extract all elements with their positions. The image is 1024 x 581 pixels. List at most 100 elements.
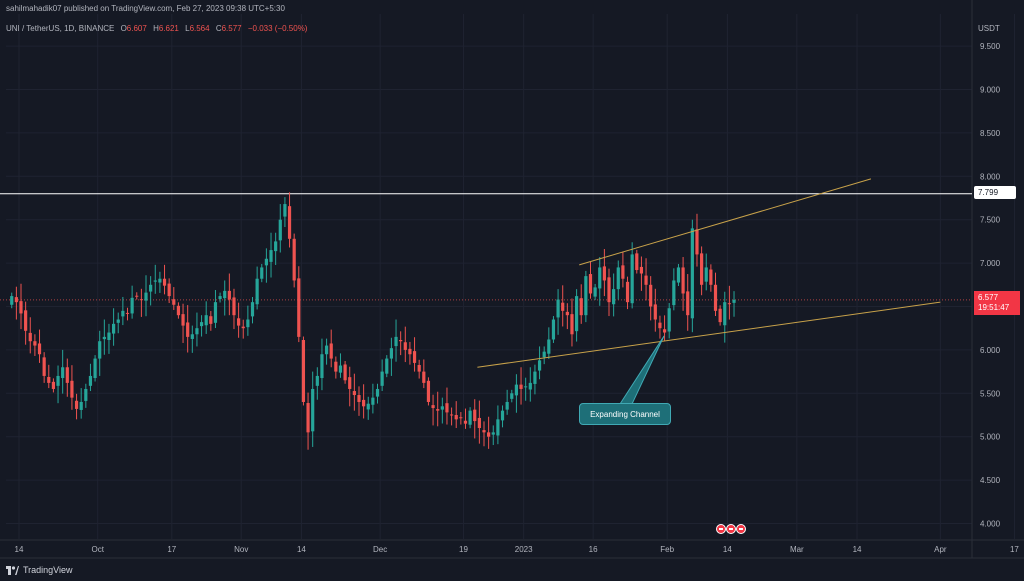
candle-body [426, 380, 431, 402]
candle-body [176, 305, 181, 316]
candle-body [135, 295, 139, 297]
candle-body [343, 364, 347, 381]
candle-body [612, 289, 616, 305]
expanding-channel-callout[interactable]: Expanding Channel [579, 403, 671, 425]
candle-body [449, 414, 454, 416]
candle-body [454, 415, 458, 420]
candle-body [324, 345, 329, 355]
y-tick-label: 8.000 [980, 172, 1001, 181]
last-price-value: 6.577 [978, 293, 999, 302]
bar-countdown: 19:51:47 [978, 303, 1010, 312]
candle-body [431, 405, 435, 409]
candle-body [139, 299, 143, 301]
candle-body [125, 312, 130, 314]
open-label: O [120, 24, 127, 33]
economic-event-icon[interactable] [736, 524, 746, 534]
currency-unit: USDT [978, 24, 1000, 33]
x-tick-label: Oct [91, 545, 104, 554]
candle-body [519, 384, 523, 389]
candle-body [408, 348, 412, 355]
candle-body [102, 336, 106, 340]
resistance-price-tag: 7.799 [974, 186, 1016, 199]
economic-event-icon[interactable] [726, 524, 736, 534]
tradingview-brand[interactable]: TradingView [6, 565, 73, 575]
candle-body [33, 341, 37, 346]
candle-body [575, 296, 579, 332]
candle-body [713, 284, 718, 311]
candle-body [584, 276, 588, 316]
candle-body [112, 323, 116, 334]
candle-body [588, 274, 593, 294]
candle-body [482, 430, 486, 433]
support-trendline [477, 301, 941, 368]
candle-body [237, 318, 241, 326]
candle-body [195, 328, 199, 335]
candle-body [389, 348, 393, 359]
candle-body [79, 401, 83, 410]
candle-body [255, 278, 259, 305]
close-value: 6.577 [221, 24, 242, 33]
candle-body [149, 284, 153, 292]
candle-body [241, 326, 245, 329]
x-tick-label: Feb [660, 545, 674, 554]
candle-body [227, 290, 231, 300]
y-tick-label: 7.000 [980, 259, 1001, 268]
x-tick-label: 19 [459, 545, 468, 554]
y-tick-label: 9.000 [980, 86, 1001, 95]
candle-body [510, 393, 514, 399]
economic-event-icon[interactable] [716, 524, 726, 534]
x-tick-label: Dec [373, 545, 387, 554]
open-value: 6.607 [126, 24, 147, 33]
candle-body [186, 322, 190, 337]
candle-body [385, 358, 389, 374]
candle-body [158, 278, 162, 283]
candle-body [375, 388, 380, 397]
candle-body [65, 367, 69, 383]
x-tick-label: 14 [723, 545, 732, 554]
candle-body [593, 287, 597, 297]
candle-body [723, 302, 727, 326]
candle-body [394, 336, 398, 347]
candle-body [130, 297, 134, 314]
candle-body [116, 319, 120, 323]
candle-body [533, 371, 537, 384]
candle-body [658, 322, 662, 329]
candle-body [417, 365, 421, 372]
candle-body [209, 316, 213, 324]
candle-body [218, 296, 222, 300]
y-tick-label: 9.500 [980, 42, 1001, 51]
x-tick-label: 14 [15, 545, 24, 554]
candle-body [352, 391, 356, 396]
candle-body [320, 354, 324, 379]
candle-body [468, 410, 472, 425]
candle-body [204, 315, 208, 326]
candle-body [635, 253, 639, 271]
candle-body [172, 299, 176, 305]
candle-body [287, 206, 292, 239]
candle-body [47, 376, 51, 383]
candle-body [274, 241, 278, 252]
candle-body [686, 291, 690, 316]
candle-body [348, 377, 352, 389]
candle-body [436, 409, 440, 411]
candle-body [700, 253, 704, 285]
candle-body [42, 357, 46, 376]
candle-body [56, 375, 60, 386]
change-value: −0.033 (−0.50%) [247, 24, 308, 33]
candle-body [542, 351, 546, 358]
y-tick-label: 8.500 [980, 129, 1001, 138]
x-tick-label: 16 [589, 545, 598, 554]
x-tick-label: 14 [853, 545, 862, 554]
symbol-name: UNI / TetherUS, 1D, BINANCE [6, 24, 115, 33]
candle-body [306, 403, 310, 433]
candle-body [644, 275, 648, 285]
candle-body [213, 302, 218, 323]
candle-body [74, 400, 79, 409]
candle-body [695, 229, 699, 255]
candle-body [311, 388, 315, 432]
candle-body [84, 388, 88, 401]
candle-body [672, 280, 676, 306]
candle-body [690, 228, 694, 319]
y-tick-label: 4.000 [980, 520, 1001, 529]
